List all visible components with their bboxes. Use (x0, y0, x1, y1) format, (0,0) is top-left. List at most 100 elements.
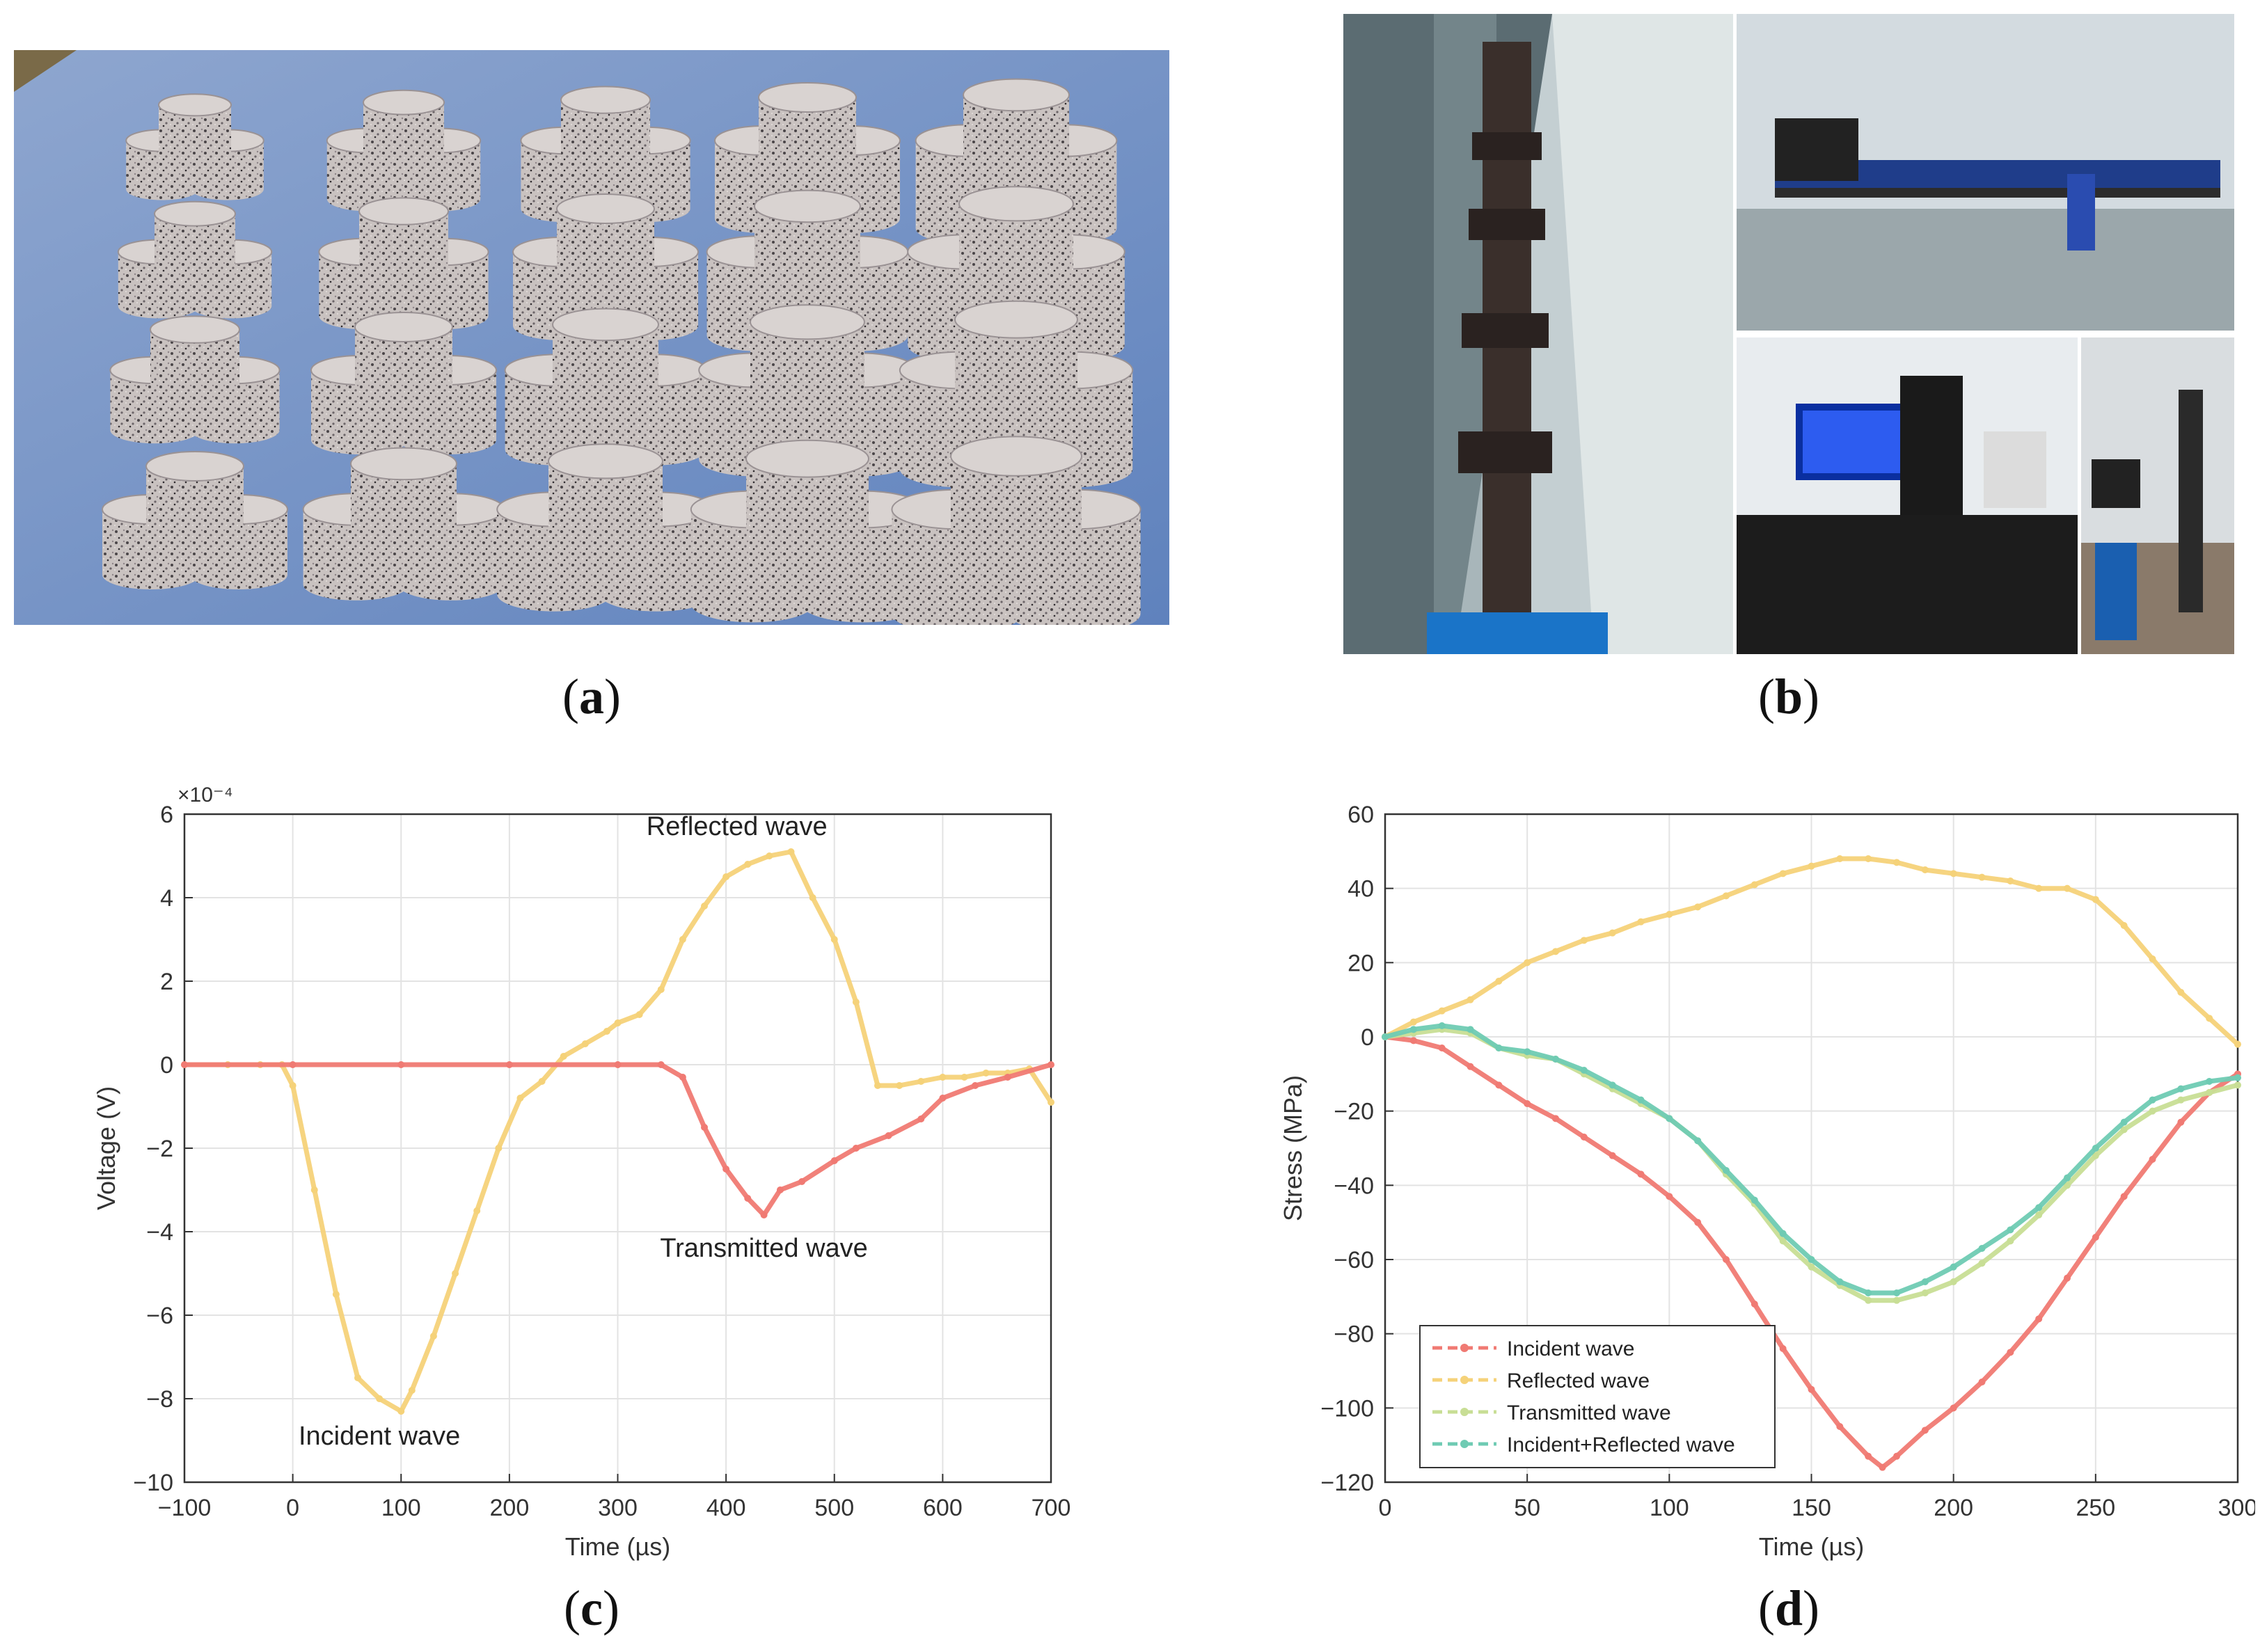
x-tick-label: 200 (490, 1495, 530, 1521)
y-tick-label: −10 (133, 1470, 173, 1496)
x-tick-label: 700 (1032, 1495, 1071, 1521)
data-point (809, 894, 816, 901)
data-point (939, 1095, 947, 1102)
legend-marker (1460, 1376, 1469, 1384)
data-point (1865, 1289, 1872, 1296)
y-tick-label: −100 (1320, 1395, 1374, 1422)
legend-marker (1460, 1408, 1469, 1416)
chart-stress-time: 0 50 100 150 200 250 300 −120 −100 −80 −60 −40 −20 0 2… (1279, 802, 2255, 1561)
data-point (2149, 955, 2156, 962)
x-tick-label: 600 (923, 1495, 963, 1521)
data-point (917, 1115, 925, 1122)
y-tick-label: −2 (146, 1136, 173, 1162)
data-point (939, 1074, 947, 1081)
data-point (310, 1186, 318, 1193)
data-point (1438, 1007, 1446, 1015)
data-point (397, 1408, 405, 1415)
data-point (2092, 896, 2099, 903)
data-point (452, 1270, 459, 1277)
data-point (2092, 1234, 2099, 1241)
data-point (701, 1124, 708, 1131)
data-point (744, 861, 752, 868)
data-point (1950, 1278, 1957, 1285)
data-point (1893, 859, 1900, 866)
data-point (1779, 870, 1787, 877)
data-point (1836, 1278, 1844, 1285)
data-point (1467, 996, 1474, 1003)
data-point (1637, 1096, 1645, 1104)
data-point (2177, 1085, 2185, 1093)
data-point (1666, 911, 1673, 918)
data-point (495, 1145, 503, 1152)
data-point (354, 1374, 361, 1381)
data-point (1751, 1196, 1758, 1204)
data-point (2120, 1126, 2128, 1134)
legend-label: Incident+Reflected wave (1507, 1433, 1735, 1456)
y-tick-label: 0 (1361, 1024, 1374, 1051)
data-point (1438, 1022, 1446, 1029)
data-point (1865, 855, 1872, 862)
data-point (1048, 1099, 1054, 1106)
y-tick-label: 40 (1348, 876, 1374, 903)
data-point (852, 999, 860, 1006)
annotation-incident: Incident wave (299, 1422, 460, 1451)
data-point (2206, 1015, 2213, 1022)
x-tick-label: 0 (1379, 1495, 1392, 1521)
data-point (1382, 1033, 1389, 1040)
data-point (429, 1333, 437, 1340)
data-point (1808, 862, 1815, 870)
legend-label: Incident wave (1507, 1337, 1634, 1360)
data-point (787, 848, 795, 855)
data-point (1467, 1026, 1474, 1033)
data-point (1879, 1463, 1886, 1471)
data-point (961, 1074, 968, 1081)
data-point (2092, 1152, 2099, 1159)
y-tick-label: 4 (160, 885, 173, 912)
x-tick-label: 200 (1934, 1495, 1973, 1521)
data-point (874, 1082, 881, 1089)
data-point (760, 1212, 768, 1218)
data-point (603, 1028, 610, 1035)
data-point (1865, 1452, 1872, 1460)
data-point (1921, 866, 1929, 873)
data-point (679, 936, 686, 943)
data-point (289, 1061, 297, 1068)
y-tick-label: −120 (1320, 1470, 1374, 1496)
annotation-transmitted: Transmitted wave (660, 1234, 867, 1263)
y-tick-label: −20 (1334, 1099, 1374, 1125)
y-axis-label: Voltage (V) (92, 1086, 120, 1210)
legend-label: Transmitted wave (1507, 1401, 1671, 1424)
data-point (2035, 884, 2043, 892)
data-point (1694, 1137, 1702, 1145)
data-point (2007, 1349, 2014, 1356)
data-point (2064, 1182, 2071, 1189)
x-tick-label: 250 (2076, 1495, 2115, 1521)
data-point (1865, 1296, 1872, 1304)
legend-marker (1460, 1440, 1469, 1448)
data-point (1580, 1134, 1588, 1141)
photo-specimens (14, 50, 1169, 634)
data-point (2149, 1096, 2156, 1104)
y-axis-label: Stress (MPa) (1279, 1075, 1307, 1221)
caption-c: (c) (564, 1580, 619, 1636)
y-tick-label: 0 (160, 1052, 173, 1079)
photo-apparatus (1343, 14, 2234, 654)
data-point (376, 1395, 384, 1402)
data-point (766, 852, 773, 859)
data-point (408, 1387, 416, 1394)
data-point (2234, 1040, 2241, 1048)
data-point (1637, 1170, 1645, 1178)
y-tick-label: 60 (1348, 802, 1374, 828)
data-point (181, 1061, 188, 1068)
data-point (1666, 1193, 1673, 1200)
data-point (722, 873, 730, 880)
data-point (1438, 1045, 1446, 1051)
x-tick-label: 100 (381, 1495, 421, 1521)
data-point (2064, 1174, 2071, 1182)
data-point (1694, 1218, 1702, 1226)
x-tick-label: 400 (706, 1495, 746, 1521)
data-point (1921, 1427, 1929, 1434)
data-point (1004, 1074, 1011, 1081)
data-point (2120, 1118, 2128, 1126)
x-tick-label: 0 (286, 1495, 299, 1521)
